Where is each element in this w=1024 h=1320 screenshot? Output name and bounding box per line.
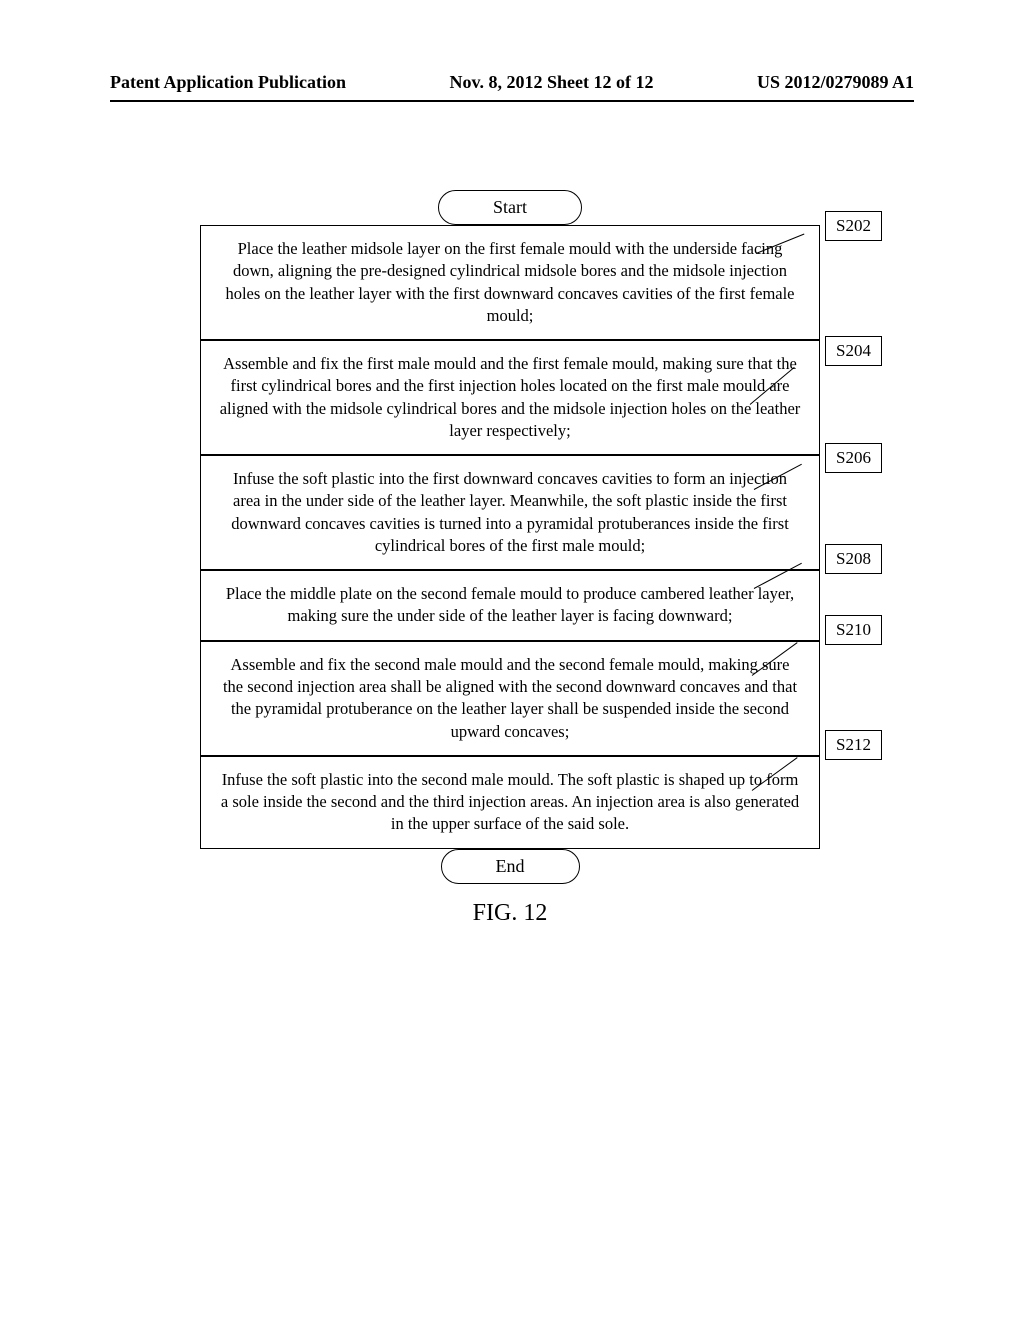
flow-step: Infuse the soft plastic into the second … <box>200 756 820 849</box>
header-divider <box>110 100 914 102</box>
flow-step: Place the middle plate on the second fem… <box>200 570 820 641</box>
terminator-end: End <box>441 849 580 884</box>
flow-step-text: Place the middle plate on the second fem… <box>200 570 820 641</box>
flow-step-text: Assemble and fix the second male mould a… <box>200 641 820 756</box>
flow-step-label: S210 <box>825 615 882 645</box>
flow-step: Place the leather midsole layer on the f… <box>200 225 820 340</box>
flow-step: Infuse the soft plastic into the first d… <box>200 455 820 570</box>
flow-step-text: Infuse the soft plastic into the second … <box>200 756 820 849</box>
page-header: Patent Application Publication Nov. 8, 2… <box>110 72 914 93</box>
page: Patent Application Publication Nov. 8, 2… <box>0 0 1024 1320</box>
flow-step-label: S208 <box>825 544 882 574</box>
flow-step-text: Infuse the soft plastic into the first d… <box>200 455 820 570</box>
flow-step-label: S206 <box>825 443 882 473</box>
header-center: Nov. 8, 2012 Sheet 12 of 12 <box>450 72 654 93</box>
flow-step-label: S202 <box>825 211 882 241</box>
flow-step: Assemble and fix the first male mould an… <box>200 340 820 455</box>
flow-step-text: Place the leather midsole layer on the f… <box>200 225 820 340</box>
terminator-start: Start <box>438 190 582 225</box>
header-left: Patent Application Publication <box>110 72 346 93</box>
flow-step-label: S212 <box>825 730 882 760</box>
header-right: US 2012/0279089 A1 <box>757 72 914 93</box>
flowchart: Start Place the leather midsole layer on… <box>150 190 870 927</box>
flow-step-text: Assemble and fix the first male mould an… <box>200 340 820 455</box>
figure-caption: FIG. 12 <box>473 900 548 927</box>
flow-step: Assemble and fix the second male mould a… <box>200 641 820 756</box>
flow-step-label: S204 <box>825 336 882 366</box>
